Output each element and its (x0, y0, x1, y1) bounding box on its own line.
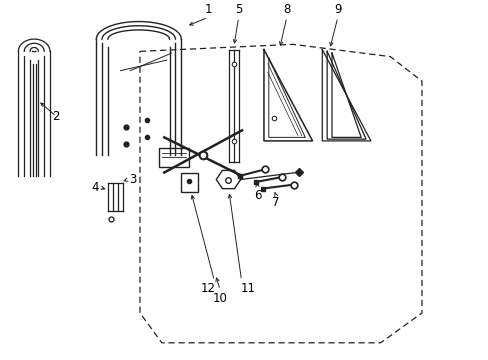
Text: 12: 12 (200, 282, 215, 295)
Text: 4: 4 (91, 181, 99, 194)
Text: 8: 8 (283, 3, 290, 16)
Text: 11: 11 (240, 282, 255, 295)
Text: 9: 9 (333, 3, 341, 16)
Text: 1: 1 (204, 3, 211, 16)
Text: 7: 7 (272, 196, 279, 210)
Text: 3: 3 (128, 173, 136, 186)
Text: 5: 5 (235, 3, 242, 16)
Bar (181, 172, 198, 192)
Text: 2: 2 (53, 110, 60, 123)
Bar (159, 148, 188, 167)
Text: 10: 10 (212, 292, 227, 305)
Text: 6: 6 (253, 189, 261, 202)
